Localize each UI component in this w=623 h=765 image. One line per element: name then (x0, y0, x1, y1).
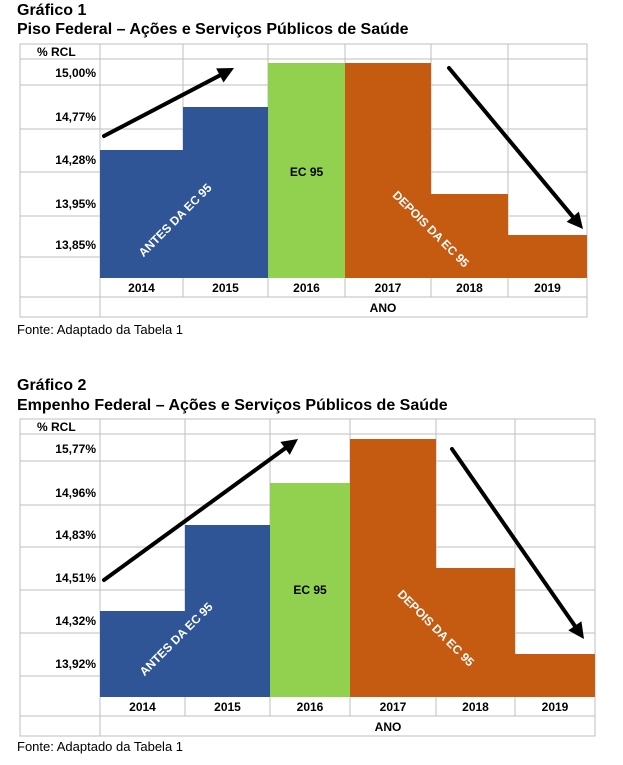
chart2-subtitle: Empenho Federal – Ações e Serviços Públi… (17, 397, 448, 414)
chart2-annotation-ec95: EC 95 (293, 583, 327, 597)
chart2-bar-2018 (436, 568, 515, 697)
chart2-xtick: 2018 (462, 700, 489, 714)
chart2-trend-arrow-up-head (280, 439, 298, 455)
chart2-xtick: 2015 (214, 700, 241, 714)
chart2-xtick: 2019 (542, 700, 569, 714)
chart1-xtick: 2017 (375, 281, 402, 295)
chart2-ytick: 15,77% (55, 442, 96, 456)
chart1-xtick: 2015 (212, 281, 239, 295)
chart1-ylabel: % RCL (37, 45, 76, 59)
chart1-ytick: 13,85% (55, 238, 96, 252)
chart1-heading: Gráfico 1 (17, 2, 87, 19)
chart1-ytick: 13,95% (55, 197, 96, 211)
chart1-trend-arrow-down (447, 66, 575, 219)
chart2-bar-2019 (515, 654, 595, 697)
chart2-xlabel: ANO (375, 720, 402, 734)
chart2-ytick: 13,92% (55, 657, 96, 671)
chart1-bar-2019 (508, 235, 587, 278)
chart2-ytick: 14,51% (55, 571, 96, 585)
chart2-trend-arrow-down (450, 447, 577, 628)
chart1-source: Fonte: Adaptado da Tabela 1 (17, 322, 184, 337)
chart2-xtick: 2016 (297, 700, 324, 714)
chart1-ytick: 15,00% (55, 66, 96, 80)
chart1-trend-arrow-down-head (566, 211, 583, 229)
chart1-ytick: 14,77% (55, 110, 96, 124)
chart2-ytick: 14,96% (55, 486, 96, 500)
chart1-xtick: 2014 (128, 281, 155, 295)
chart2-source: Fonte: Adaptado da Tabela 1 (17, 739, 184, 754)
chart1-ytick: 14,28% (55, 153, 96, 167)
chart1-xtick: 2019 (534, 281, 561, 295)
chart2-bar-2014 (100, 611, 185, 697)
chart2-heading: Gráfico 2 (17, 377, 87, 394)
chart2-bar-2015 (185, 525, 270, 697)
chart2-xtick: 2014 (129, 700, 156, 714)
chart1-annotation-ec95: EC 95 (290, 165, 324, 179)
chart1-xtick: 2016 (293, 281, 320, 295)
chart1-xtick: 2018 (456, 281, 483, 295)
chart2-xtick: 2017 (380, 700, 407, 714)
chart1-subtitle: Piso Federal – Ações e Serviços Públicos… (17, 21, 409, 38)
chart2-bar-2017 (350, 439, 436, 697)
chart1-bar-2017 (345, 63, 431, 278)
chart1-bar-2016 (268, 63, 345, 278)
chart1-bar-2015 (183, 107, 268, 278)
chart1-trend-arrow-up (102, 73, 222, 138)
chart1-xlabel: ANO (370, 301, 397, 315)
chart2-trend-arrow-up (102, 446, 288, 582)
chart1-bar-2014 (100, 150, 183, 278)
chart2-ylabel: % RCL (37, 420, 76, 434)
chart2-ytick: 14,83% (55, 528, 96, 542)
chart2-bar-2016 (270, 483, 350, 697)
chart1-trend-arrow-up-head (216, 68, 234, 83)
chart1-bar-2018 (431, 194, 508, 278)
chart2-ytick: 14,32% (55, 614, 96, 628)
chart2-trend-arrow-down-head (568, 621, 584, 639)
